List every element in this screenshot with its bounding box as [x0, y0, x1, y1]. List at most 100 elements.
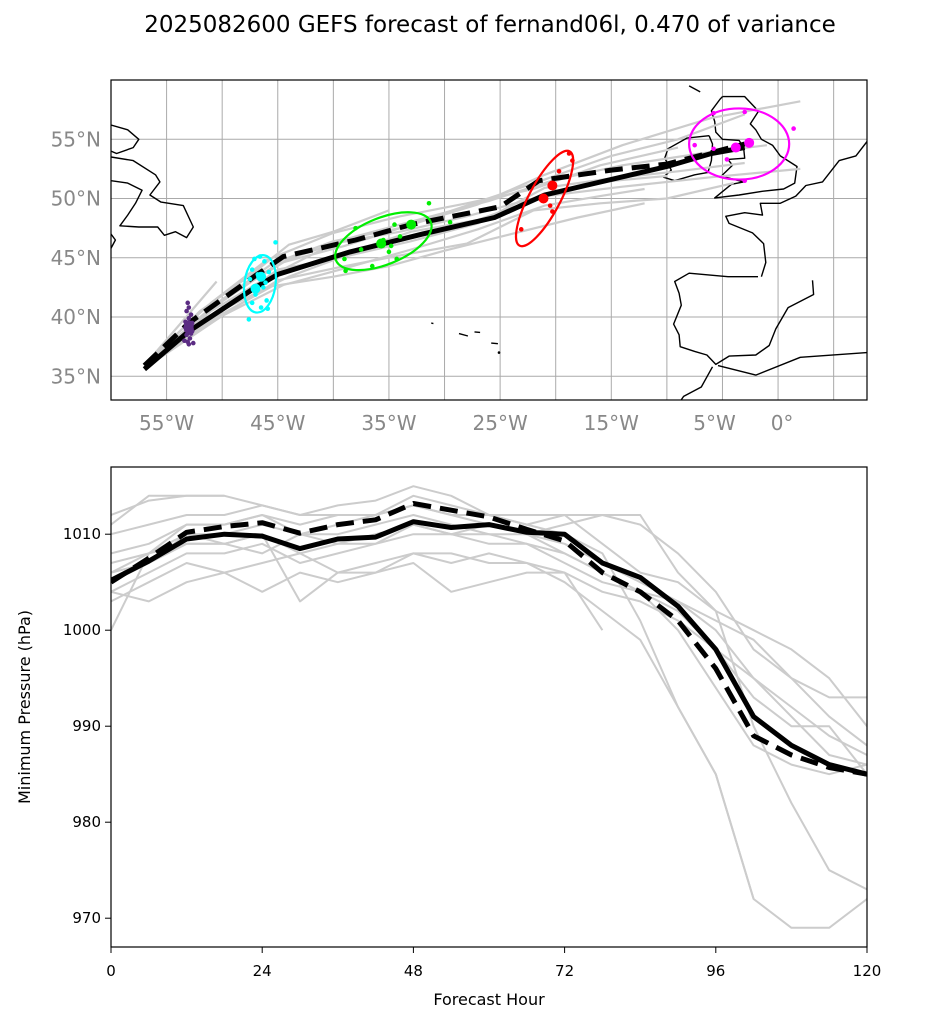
pressure-y-ticks: 970 980 990 1000 1010: [63, 525, 111, 927]
y-axis-label: Minimum Pressure (hPa): [15, 610, 34, 804]
mean-pressure-lines: [111, 501, 867, 777]
y-tick-label: 1010: [63, 525, 101, 543]
member-point-hour-24: [257, 254, 263, 259]
map-frame: [110, 79, 868, 401]
map-x-tick-label: 5°W: [693, 411, 736, 435]
map-y-tick-label: 45°N: [51, 246, 101, 270]
member-point-hour-0: [188, 312, 194, 317]
x-axis-label: Forecast Hour: [433, 990, 545, 1009]
member-point-hour-72: [556, 168, 562, 174]
map-y-tick-label: 55°N: [51, 127, 101, 151]
africa-north-coast: [717, 351, 867, 376]
pressure-frame: [110, 466, 868, 948]
member-point-hour-24: [249, 267, 255, 272]
france-coast: [725, 138, 867, 277]
member-point-hour-0: [186, 341, 192, 347]
map-x-tick-label: 0°: [771, 411, 794, 435]
azores-island: [491, 342, 498, 345]
map-x-tick-label: 45°W: [250, 411, 305, 435]
member-point-hour-0: [185, 300, 191, 306]
deterministic-pressure-line: [111, 501, 867, 777]
y-tick-label: 970: [72, 909, 101, 927]
member-point-hour-72: [518, 227, 524, 232]
map-x-tick-label: 35°W: [361, 411, 416, 435]
ensemble-pressure-line: [111, 485, 867, 891]
map-latitude-ticks: 35°N 40°N 45°N 50°N 55°N: [51, 127, 101, 388]
map-x-tick-label: 15°W: [584, 411, 639, 435]
figure-title: 2025082600 GEFS forecast of fernand06l, …: [144, 12, 836, 38]
x-tick-label: 24: [253, 962, 272, 980]
member-point-hour-48: [358, 247, 364, 252]
mean-point-hour-48: [406, 219, 417, 230]
member-point-hour-96: [742, 178, 748, 184]
member-point-hour-48: [342, 256, 347, 262]
member-point-hour-24: [249, 300, 255, 306]
ensemble-pressure-line: [111, 523, 867, 775]
member-point-hour-0: [186, 305, 192, 310]
azores-island: [474, 331, 481, 334]
member-point-hour-0: [186, 315, 192, 321]
member-point-hour-72: [550, 209, 555, 214]
ensemble-track: [154, 167, 801, 361]
member-point-hour-96: [692, 142, 697, 148]
member-point-hour-48: [394, 256, 400, 262]
pressure-x-ticks: 0 24 48 72 96 120: [106, 947, 881, 980]
mean-track: [142, 145, 746, 372]
x-tick-label: 96: [706, 962, 725, 980]
member-point-hour-48: [426, 200, 432, 206]
member-point-hour-24: [261, 285, 266, 290]
pressure-panel: 0 24 48 72 96 120 970 980 990 1000 1010 Forecast …: [15, 466, 881, 1009]
iceland-south-coast: [688, 85, 701, 93]
mean-point-hour-96: [744, 137, 755, 148]
x-tick-label: 120: [853, 962, 882, 980]
azores-island: [497, 351, 501, 354]
member-point-hour-24: [262, 259, 267, 264]
x-tick-label: 48: [404, 962, 423, 980]
member-point-hour-0: [187, 336, 193, 341]
map-gridlines: [111, 80, 867, 400]
mean-point-hour-24: [256, 271, 267, 282]
newfoundland-coast: [111, 156, 195, 239]
nova-scotia-coast: [111, 233, 117, 249]
member-point-hour-24: [258, 305, 264, 310]
spread-ellipse-hour-96: [688, 107, 791, 181]
forecast-hour-points: [182, 107, 796, 347]
member-point-hour-24: [263, 280, 268, 285]
ensemble-track: [149, 182, 734, 366]
member-point-hour-24: [252, 256, 257, 262]
ensemble-track: [154, 280, 218, 354]
coastlines: [111, 85, 867, 400]
member-point-hour-0: [182, 338, 187, 344]
ensemble-pressure-line: [111, 533, 867, 747]
map-longitude-ticks: 55°W 45°W 35°W 25°W 15°W 5°W 0°: [139, 411, 793, 435]
ireland-coast: [662, 135, 714, 182]
spread-ellipse-hour-48: [334, 211, 433, 272]
ensemble-mean-point-hour-0: [183, 323, 194, 334]
ensemble-mean-point-hour-48: [376, 238, 387, 249]
ensemble-mean-point-hour-72: [538, 193, 549, 204]
mean-point-hour-72: [547, 180, 558, 191]
member-point-hour-72: [570, 158, 575, 163]
member-point-hour-48: [388, 243, 394, 249]
member-point-hour-24: [247, 276, 253, 282]
member-point-hour-24: [266, 269, 272, 275]
map-y-tick-label: 40°N: [51, 305, 101, 329]
ensemble-pressure-line: [111, 523, 867, 766]
member-point-hour-72: [547, 203, 553, 208]
map-x-tick-label: 25°W: [473, 411, 528, 435]
ensemble-track: [149, 161, 745, 363]
spread-ellipse-hour-24: [242, 254, 278, 314]
member-point-hour-48: [353, 225, 358, 231]
ensemble-tracks: [143, 100, 801, 368]
member-point-hour-48: [447, 219, 453, 225]
newfoundland-coast: [111, 124, 140, 155]
ensemble-pressure-line: [111, 504, 867, 727]
great-britain-coast: [710, 95, 798, 199]
member-point-hour-48: [397, 234, 403, 239]
map-x-tick-label: 55°W: [139, 411, 194, 435]
ensemble-track: [154, 202, 645, 360]
mean-pressure-line: [111, 519, 867, 777]
map-y-tick-label: 35°N: [51, 364, 101, 388]
ensemble-mean-point-hour-96: [730, 142, 741, 153]
